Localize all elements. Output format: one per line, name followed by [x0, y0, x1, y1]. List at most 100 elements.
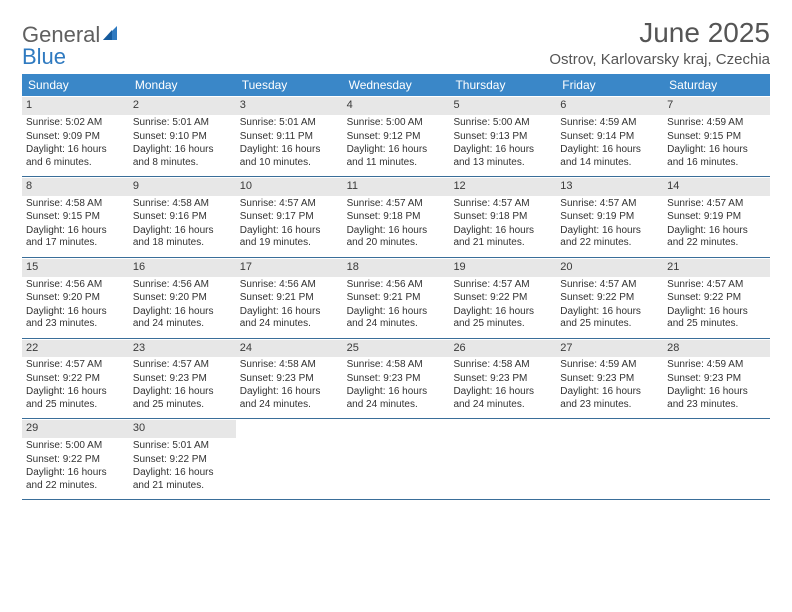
sunset-text: Sunset: 9:23 PM: [560, 373, 659, 386]
daylight-text: Daylight: 16 hours and 8 minutes.: [133, 144, 232, 169]
sunset-text: Sunset: 9:19 PM: [667, 211, 766, 224]
daylight-text: Daylight: 16 hours and 25 minutes.: [453, 306, 552, 331]
sunset-text: Sunset: 9:19 PM: [560, 211, 659, 224]
day-cell: 27Sunrise: 4:59 AMSunset: 9:23 PMDayligh…: [556, 339, 663, 419]
logo: General Blue: [22, 18, 121, 68]
day-number: 30: [129, 420, 236, 438]
day-cell: 24Sunrise: 4:58 AMSunset: 9:23 PMDayligh…: [236, 339, 343, 419]
day-cell: 5Sunrise: 5:00 AMSunset: 9:13 PMDaylight…: [449, 96, 556, 176]
daylight-text: Daylight: 16 hours and 25 minutes.: [560, 306, 659, 331]
weekday-header: Monday: [129, 74, 236, 96]
sunrise-text: Sunrise: 5:00 AM: [26, 440, 125, 453]
sunset-text: Sunset: 9:23 PM: [133, 373, 232, 386]
daylight-text: Daylight: 16 hours and 19 minutes.: [240, 225, 339, 250]
sunrise-text: Sunrise: 4:58 AM: [133, 198, 232, 211]
day-number: 21: [663, 259, 770, 277]
day-number: 12: [449, 178, 556, 196]
sunrise-text: Sunrise: 4:56 AM: [240, 279, 339, 292]
sunset-text: Sunset: 9:15 PM: [667, 131, 766, 144]
sunset-text: Sunset: 9:18 PM: [347, 211, 446, 224]
sunset-text: Sunset: 9:20 PM: [26, 292, 125, 305]
day-number: 9: [129, 178, 236, 196]
weekday-header-row: Sunday Monday Tuesday Wednesday Thursday…: [22, 74, 770, 96]
daylight-text: Daylight: 16 hours and 22 minutes.: [560, 225, 659, 250]
day-number: 19: [449, 259, 556, 277]
day-cell: 15Sunrise: 4:56 AMSunset: 9:20 PMDayligh…: [22, 258, 129, 338]
sunrise-text: Sunrise: 4:58 AM: [26, 198, 125, 211]
sunset-text: Sunset: 9:22 PM: [133, 454, 232, 467]
sunrise-text: Sunrise: 4:59 AM: [667, 117, 766, 130]
daylight-text: Daylight: 16 hours and 14 minutes.: [560, 144, 659, 169]
day-number: 16: [129, 259, 236, 277]
sunrise-text: Sunrise: 4:58 AM: [453, 359, 552, 372]
weeks-container: 1Sunrise: 5:02 AMSunset: 9:09 PMDaylight…: [22, 96, 770, 500]
daylight-text: Daylight: 16 hours and 22 minutes.: [667, 225, 766, 250]
sunrise-text: Sunrise: 4:57 AM: [240, 198, 339, 211]
day-cell: [663, 419, 770, 499]
day-cell: 13Sunrise: 4:57 AMSunset: 9:19 PMDayligh…: [556, 177, 663, 257]
daylight-text: Daylight: 16 hours and 25 minutes.: [133, 386, 232, 411]
sunrise-text: Sunrise: 4:57 AM: [560, 279, 659, 292]
day-cell: 23Sunrise: 4:57 AMSunset: 9:23 PMDayligh…: [129, 339, 236, 419]
sunrise-text: Sunrise: 4:56 AM: [26, 279, 125, 292]
sunset-text: Sunset: 9:23 PM: [667, 373, 766, 386]
day-cell: 22Sunrise: 4:57 AMSunset: 9:22 PMDayligh…: [22, 339, 129, 419]
sunrise-text: Sunrise: 4:56 AM: [347, 279, 446, 292]
day-number: 20: [556, 259, 663, 277]
sunrise-text: Sunrise: 4:57 AM: [453, 198, 552, 211]
sunset-text: Sunset: 9:15 PM: [26, 211, 125, 224]
daylight-text: Daylight: 16 hours and 6 minutes.: [26, 144, 125, 169]
day-number: 1: [22, 97, 129, 115]
daylight-text: Daylight: 16 hours and 16 minutes.: [667, 144, 766, 169]
daylight-text: Daylight: 16 hours and 23 minutes.: [560, 386, 659, 411]
sunset-text: Sunset: 9:09 PM: [26, 131, 125, 144]
weekday-header: Thursday: [449, 74, 556, 96]
sunset-text: Sunset: 9:12 PM: [347, 131, 446, 144]
day-cell: 2 Sunrise: 5:01 AMSunset: 9:10 PMDaylight…: [129, 96, 236, 176]
sunrise-text: Sunrise: 5:02 AM: [26, 117, 125, 130]
logo-text: General Blue: [22, 22, 121, 68]
week-row: 15Sunrise: 4:56 AMSunset: 9:20 PMDayligh…: [22, 258, 770, 339]
sunset-text: Sunset: 9:10 PM: [133, 131, 232, 144]
sunrise-text: Sunrise: 5:00 AM: [453, 117, 552, 130]
day-number: 23: [129, 340, 236, 358]
day-cell: 12Sunrise: 4:57 AMSunset: 9:18 PMDayligh…: [449, 177, 556, 257]
sunrise-text: Sunrise: 4:59 AM: [667, 359, 766, 372]
day-number: 11: [343, 178, 450, 196]
day-number: 22: [22, 340, 129, 358]
daylight-text: Daylight: 16 hours and 24 minutes.: [347, 306, 446, 331]
day-cell: 16Sunrise: 4:56 AMSunset: 9:20 PMDayligh…: [129, 258, 236, 338]
daylight-text: Daylight: 16 hours and 17 minutes.: [26, 225, 125, 250]
sunrise-text: Sunrise: 4:57 AM: [133, 359, 232, 372]
day-number: 29: [22, 420, 129, 438]
daylight-text: Daylight: 16 hours and 23 minutes.: [26, 306, 125, 331]
day-cell: 19Sunrise: 4:57 AMSunset: 9:22 PMDayligh…: [449, 258, 556, 338]
sail-icon: [103, 22, 121, 44]
day-number: 14: [663, 178, 770, 196]
day-cell: 26Sunrise: 4:58 AMSunset: 9:23 PMDayligh…: [449, 339, 556, 419]
daylight-text: Daylight: 16 hours and 21 minutes.: [133, 467, 232, 492]
calendar-page: General Blue June 2025 Ostrov, Karlovars…: [0, 0, 792, 512]
daylight-text: Daylight: 16 hours and 21 minutes.: [453, 225, 552, 250]
day-cell: [449, 419, 556, 499]
sunrise-text: Sunrise: 4:57 AM: [667, 198, 766, 211]
sunset-text: Sunset: 9:22 PM: [26, 454, 125, 467]
sunrise-text: Sunrise: 5:01 AM: [133, 117, 232, 130]
daylight-text: Daylight: 16 hours and 13 minutes.: [453, 144, 552, 169]
sunset-text: Sunset: 9:14 PM: [560, 131, 659, 144]
sunrise-text: Sunrise: 5:01 AM: [133, 440, 232, 453]
day-cell: 11Sunrise: 4:57 AMSunset: 9:18 PMDayligh…: [343, 177, 450, 257]
day-cell: 25Sunrise: 4:58 AMSunset: 9:23 PMDayligh…: [343, 339, 450, 419]
day-number: 4: [343, 97, 450, 115]
page-title: June 2025: [549, 18, 770, 47]
day-cell: 9Sunrise: 4:58 AMSunset: 9:16 PMDaylight…: [129, 177, 236, 257]
day-number: 6: [556, 97, 663, 115]
weekday-header: Saturday: [663, 74, 770, 96]
day-number: 2: [129, 97, 236, 115]
sunset-text: Sunset: 9:23 PM: [347, 373, 446, 386]
sunrise-text: Sunrise: 4:57 AM: [667, 279, 766, 292]
daylight-text: Daylight: 16 hours and 11 minutes.: [347, 144, 446, 169]
weekday-header: Friday: [556, 74, 663, 96]
sunset-text: Sunset: 9:16 PM: [133, 211, 232, 224]
daylight-text: Daylight: 16 hours and 24 minutes.: [133, 306, 232, 331]
